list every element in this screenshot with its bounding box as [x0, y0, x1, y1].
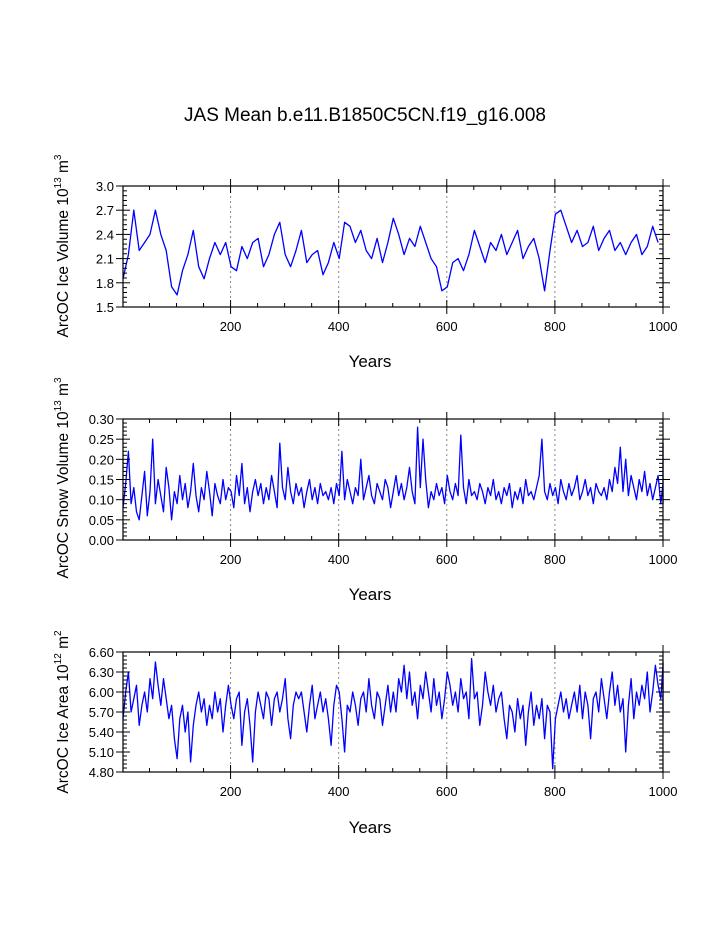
y-tick-label: 5.40	[89, 725, 114, 740]
y-tick-label: 2.7	[96, 203, 114, 218]
x-axis-label: Years	[349, 818, 392, 837]
y-tick-label: 0.30	[89, 412, 114, 427]
y-label-text: m	[55, 383, 72, 400]
plot-frame	[122, 418, 664, 541]
y-tick-label: 4.80	[89, 765, 114, 780]
panel-1: 200 400 600 800 1000 1.5 1.8 2.1 2.4 2.7 3.0 Years A…	[53, 154, 677, 371]
x-tick-label: 200	[220, 319, 242, 334]
y-label-superscript: 13	[53, 177, 64, 189]
y-label-text: ArcOC Snow Volume 10	[55, 411, 72, 579]
y-tick-label: 1.8	[96, 276, 114, 291]
x-axis-label: Years	[349, 352, 392, 371]
panels: 200 400 600 800 1000 1.5 1.8 2.1 2.4 2.7 3.0 Years A…	[53, 154, 677, 837]
y-tick-label: 0.10	[89, 493, 114, 508]
y-axis-label: ArcOC Snow Volume 1013 m3	[53, 377, 72, 578]
y-label-superscript: 13	[53, 400, 64, 412]
x-tick-label: 1000	[649, 552, 678, 567]
series-line	[122, 658, 664, 770]
y-tick-label: 5.70	[89, 705, 114, 720]
x-tick-label: 600	[436, 319, 458, 334]
x-axis-label: Years	[349, 585, 392, 604]
y-tick-label: 0.05	[89, 513, 114, 528]
y-tick-label: 1.5	[96, 300, 114, 315]
y-tick-label: 0.25	[89, 432, 114, 447]
panel-2: 200 400 600 800 1000 0.00 0.05 0.10 0.15 0.20 0.25…	[53, 377, 677, 604]
y-label-superscript: 2	[53, 630, 64, 636]
y-tick-label: 6.00	[89, 685, 114, 700]
y-label-text: m	[55, 636, 72, 653]
x-tick-label: 400	[328, 319, 350, 334]
y-tick-label: 3.0	[96, 179, 114, 194]
y-axis-label: ArcOC Ice Volume 1013 m3	[53, 154, 72, 337]
y-label-superscript: 3	[53, 154, 64, 160]
x-tick-label: 400	[328, 784, 350, 799]
series-line	[122, 209, 659, 296]
y-tick-label: 0.20	[89, 452, 114, 467]
x-tick-label: 600	[436, 552, 458, 567]
y-tick-label: 2.4	[96, 227, 114, 242]
x-tick-label: 600	[436, 784, 458, 799]
x-tick-label: 200	[220, 552, 242, 567]
y-tick-label: 6.30	[89, 665, 114, 680]
y-tick-label: 0.15	[89, 473, 114, 488]
y-label-superscript: 12	[53, 653, 64, 665]
x-tick-label: 800	[544, 552, 566, 567]
y-tick-label: 5.10	[89, 745, 114, 760]
x-tick-label: 400	[328, 552, 350, 567]
y-tick-label: 6.60	[89, 645, 114, 660]
x-tick-label: 1000	[649, 784, 678, 799]
panel-3: 200 400 600 800 1000 4.80 5.10 5.40 5.70 6.00 6.30…	[53, 630, 677, 837]
y-axis-label: ArcOC Ice Area 1012 m2	[53, 630, 72, 794]
y-label-text: m	[55, 160, 72, 177]
y-tick-label: 0.00	[89, 533, 114, 548]
x-tick-label: 200	[220, 784, 242, 799]
figure-title: JAS Mean b.e11.B1850C5CN.f19_g16.008	[184, 105, 546, 126]
y-label-text: ArcOC Ice Area 10	[55, 664, 72, 794]
y-tick-label: 2.1	[96, 252, 114, 267]
y-label-text: ArcOC Ice Volume 10	[55, 188, 72, 337]
x-tick-label: 1000	[649, 319, 678, 334]
y-label-superscript: 3	[53, 377, 64, 383]
series-line	[122, 426, 664, 521]
x-tick-label: 800	[544, 784, 566, 799]
x-tick-label: 800	[544, 319, 566, 334]
